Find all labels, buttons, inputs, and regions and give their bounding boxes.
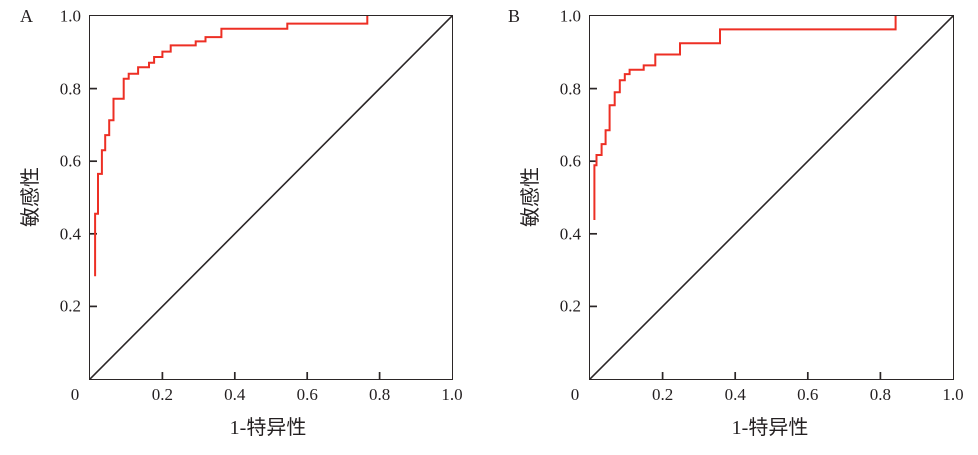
x-tick-label: 0.4 <box>224 385 246 404</box>
x-tick-label: 0 <box>570 385 580 404</box>
y-tick-label: 0.6 <box>559 151 581 171</box>
x-axis-title-a: 1-特异性 <box>229 417 307 439</box>
y-tick-label: 0.8 <box>59 79 81 99</box>
plot-area-a: 0 0.2 0.4 0.6 0.8 1.0 0.2 0.4 0.6 0.8 1.0 <box>60 8 463 404</box>
y-tick-label: 0.4 <box>559 224 581 244</box>
x-tick-label: 0.2 <box>651 385 674 404</box>
x-tick-label: 0.8 <box>869 385 892 404</box>
y-tick-label: 0.6 <box>59 151 81 171</box>
reference-line-b <box>590 16 953 379</box>
x-tick-label: 1.0 <box>441 385 463 404</box>
x-tick-label: 0.8 <box>368 385 391 404</box>
y-tick-label: 0.2 <box>59 296 81 316</box>
y-tick-label: 0.4 <box>59 224 81 244</box>
y-tick-label: 0.8 <box>559 79 581 99</box>
plot-area-b: 0 0.2 0.4 0.6 0.8 1.0 0.2 0.4 0.6 0.8 1.0 <box>560 8 964 404</box>
y-tick-label: 0.2 <box>559 296 581 316</box>
x-tick-label: 0.4 <box>724 385 746 404</box>
roc-curve-b <box>593 16 897 220</box>
roc-plot-svg-b <box>590 16 953 379</box>
y-tick-label: 1.0 <box>59 6 81 26</box>
x-tick-label: 1.0 <box>942 385 964 404</box>
y-axis-title-b: 敏感性 <box>520 167 542 227</box>
y-tick-label: 1.0 <box>559 6 581 26</box>
reference-line-a <box>90 16 452 379</box>
panel-label-b: B <box>508 6 521 26</box>
x-tick-label: 0.2 <box>151 385 174 404</box>
panel-label-a: A <box>20 6 33 26</box>
roc-plot-svg-a <box>90 16 452 379</box>
roc-curve-a <box>94 16 369 277</box>
x-axis-title-b: 1-特异性 <box>731 417 809 439</box>
x-tick-label: 0 <box>70 385 80 404</box>
x-tick-label: 0.6 <box>797 385 819 404</box>
x-tick-label: 0.6 <box>296 385 318 404</box>
